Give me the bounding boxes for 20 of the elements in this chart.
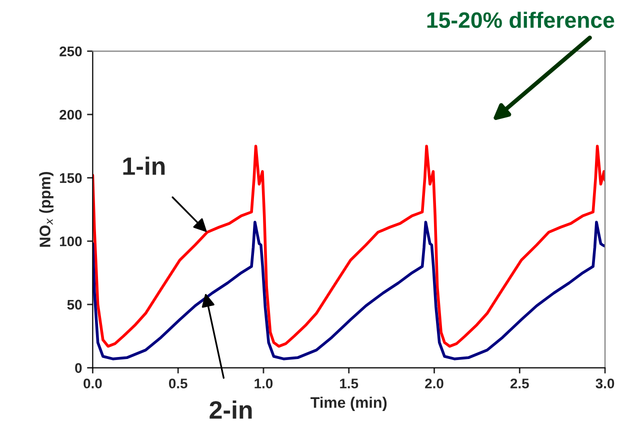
y-axis-title: NO$_{x}$ (ppm): [39, 172, 54, 247]
x-tick-label: 3.0: [596, 378, 614, 388]
y-tick-label: 250: [60, 46, 82, 56]
text: 15-20% difference: [427, 12, 614, 28]
x-tick-label: 0.0: [84, 378, 102, 388]
y-tick-label: 50: [67, 300, 82, 310]
x-tick-label: 2.5: [510, 378, 529, 388]
line-series: [92, 220, 606, 360]
x-tick-label: 2.0: [425, 378, 444, 388]
x-tick-label: 0.5: [168, 378, 188, 388]
annotation: 2-in: [210, 400, 252, 419]
x-tick-label: 1.5: [340, 378, 358, 388]
line-series: [92, 144, 606, 348]
y-tick-label: 0: [75, 363, 82, 373]
x-axis-title: Time (min): [310, 396, 387, 411]
annotation: 1-in: [123, 156, 165, 175]
y-tick-label: 100: [60, 236, 82, 246]
y-tick-label: 200: [60, 110, 82, 120]
y-tick-label: 150: [60, 173, 82, 183]
x-tick-label: 1.0: [254, 378, 273, 388]
